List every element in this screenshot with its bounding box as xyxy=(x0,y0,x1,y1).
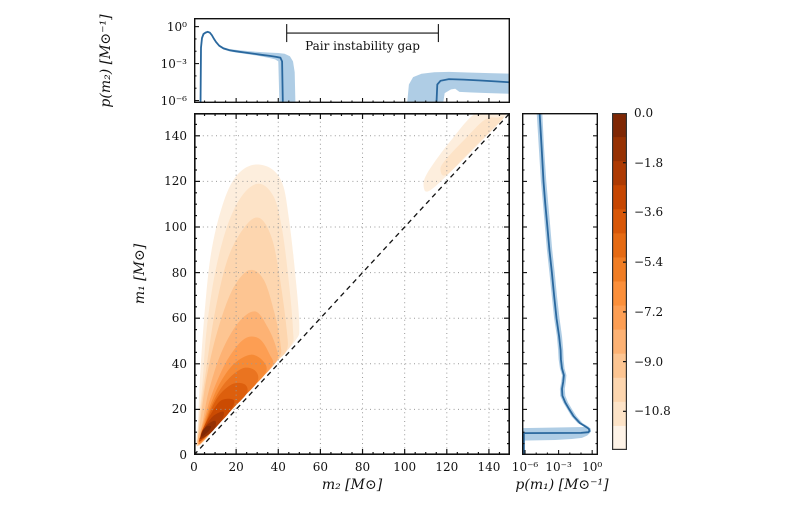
tick-label: −9.0 xyxy=(634,354,664,369)
tick-label: 120 xyxy=(435,460,459,474)
tick-label: −3.6 xyxy=(634,205,664,220)
tick-label: 10⁰ xyxy=(166,19,187,34)
tick-label: −10.8 xyxy=(634,404,671,419)
joint-density-plot xyxy=(194,113,510,455)
tick-label: 0 xyxy=(190,460,198,474)
joint-density-panel xyxy=(194,113,510,455)
tick-label: −7.2 xyxy=(634,304,664,319)
tick-label: 10⁻³ xyxy=(160,56,187,71)
tick-label: 10⁰ xyxy=(582,460,603,474)
tick-label: 60 xyxy=(312,460,329,474)
tick-label: 100 xyxy=(164,220,187,234)
tick-label: 140 xyxy=(164,128,187,143)
colorbar-gradient xyxy=(612,113,627,450)
tick-label: 10⁻⁶ xyxy=(160,93,187,108)
right-marginal-x-axis-label: p(m₁) [M⊙⁻¹] xyxy=(515,477,609,493)
tick-label: 20 xyxy=(171,402,187,417)
tick-label: −5.4 xyxy=(634,255,664,270)
tick-label: 80 xyxy=(171,265,187,280)
tick-label: 0.0 xyxy=(634,106,654,120)
tick-label: 10⁻⁶ xyxy=(511,460,539,474)
right-marginal-plot xyxy=(522,113,598,455)
pair-instability-gap-label: Pair instability gap xyxy=(305,39,420,54)
tick-label: 40 xyxy=(171,356,187,371)
right-marginal-panel xyxy=(522,113,598,455)
tick-label: 10⁻³ xyxy=(545,460,572,474)
tick-label: 20 xyxy=(228,460,244,474)
tick-label: 80 xyxy=(354,460,371,474)
tick-label: 60 xyxy=(171,311,187,326)
tick-label: 100 xyxy=(393,460,417,474)
top-marginal-y-axis-label: p(m₂) [M⊙⁻¹] xyxy=(98,13,114,108)
tick-label: 0 xyxy=(179,448,187,462)
colorbar xyxy=(612,113,627,450)
tick-label: 40 xyxy=(270,460,286,474)
tick-label: 140 xyxy=(477,460,501,474)
top-marginal-plot xyxy=(194,18,510,103)
tick-label: −1.8 xyxy=(634,155,664,170)
main-y-axis-label: m₁ [M⊙] xyxy=(132,243,148,305)
top-marginal-panel xyxy=(194,18,510,103)
main-x-axis-label: m₂ [M⊙] xyxy=(321,477,383,493)
tick-label: 120 xyxy=(164,174,187,189)
